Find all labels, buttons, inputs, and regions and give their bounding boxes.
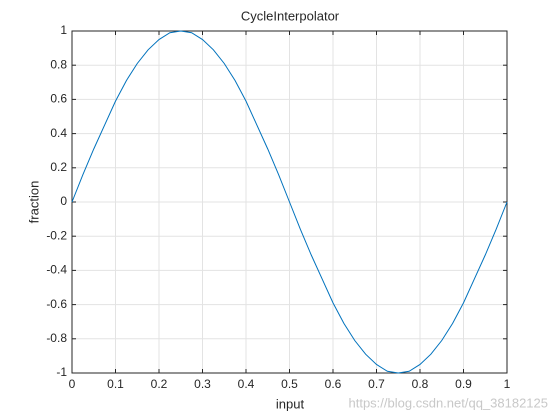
x-tick-label: 0.5 — [281, 377, 298, 391]
x-tick-label: 0.3 — [194, 377, 211, 391]
y-tick-label: 0.6 — [50, 92, 67, 106]
x-tick-label: 1 — [504, 377, 511, 391]
y-tick-label: 0.8 — [50, 57, 67, 71]
watermark: https://blog.csdn.net/qq_38182125 — [349, 395, 549, 410]
x-tick-label: 0.8 — [412, 377, 429, 391]
x-tick-label: 0.4 — [238, 377, 255, 391]
x-axis-label: input — [276, 396, 305, 411]
y-tick-label: -0.2 — [46, 228, 67, 242]
x-tick-label: 0.7 — [368, 377, 385, 391]
y-tick-label: 0.4 — [50, 126, 67, 140]
y-tick-label: -0.8 — [46, 331, 67, 345]
line-series — [71, 30, 508, 374]
y-tick-label: 0.2 — [50, 160, 67, 174]
y-tick-label: -0.4 — [46, 263, 67, 277]
y-tick-label: 1 — [60, 23, 67, 37]
y-axis-label: fraction — [26, 181, 41, 224]
x-tick-label: 0.9 — [455, 377, 472, 391]
x-tick-label: 0.2 — [151, 377, 168, 391]
x-tick-label: 0.6 — [325, 377, 342, 391]
chart-title: CycleInterpolator — [241, 8, 340, 23]
y-tick-label: 0 — [60, 194, 67, 208]
x-tick-label: 0.1 — [107, 377, 124, 391]
y-tick-label: -0.6 — [46, 297, 67, 311]
y-tick-label: -1 — [56, 365, 67, 379]
x-tick-label: 0 — [69, 377, 76, 391]
